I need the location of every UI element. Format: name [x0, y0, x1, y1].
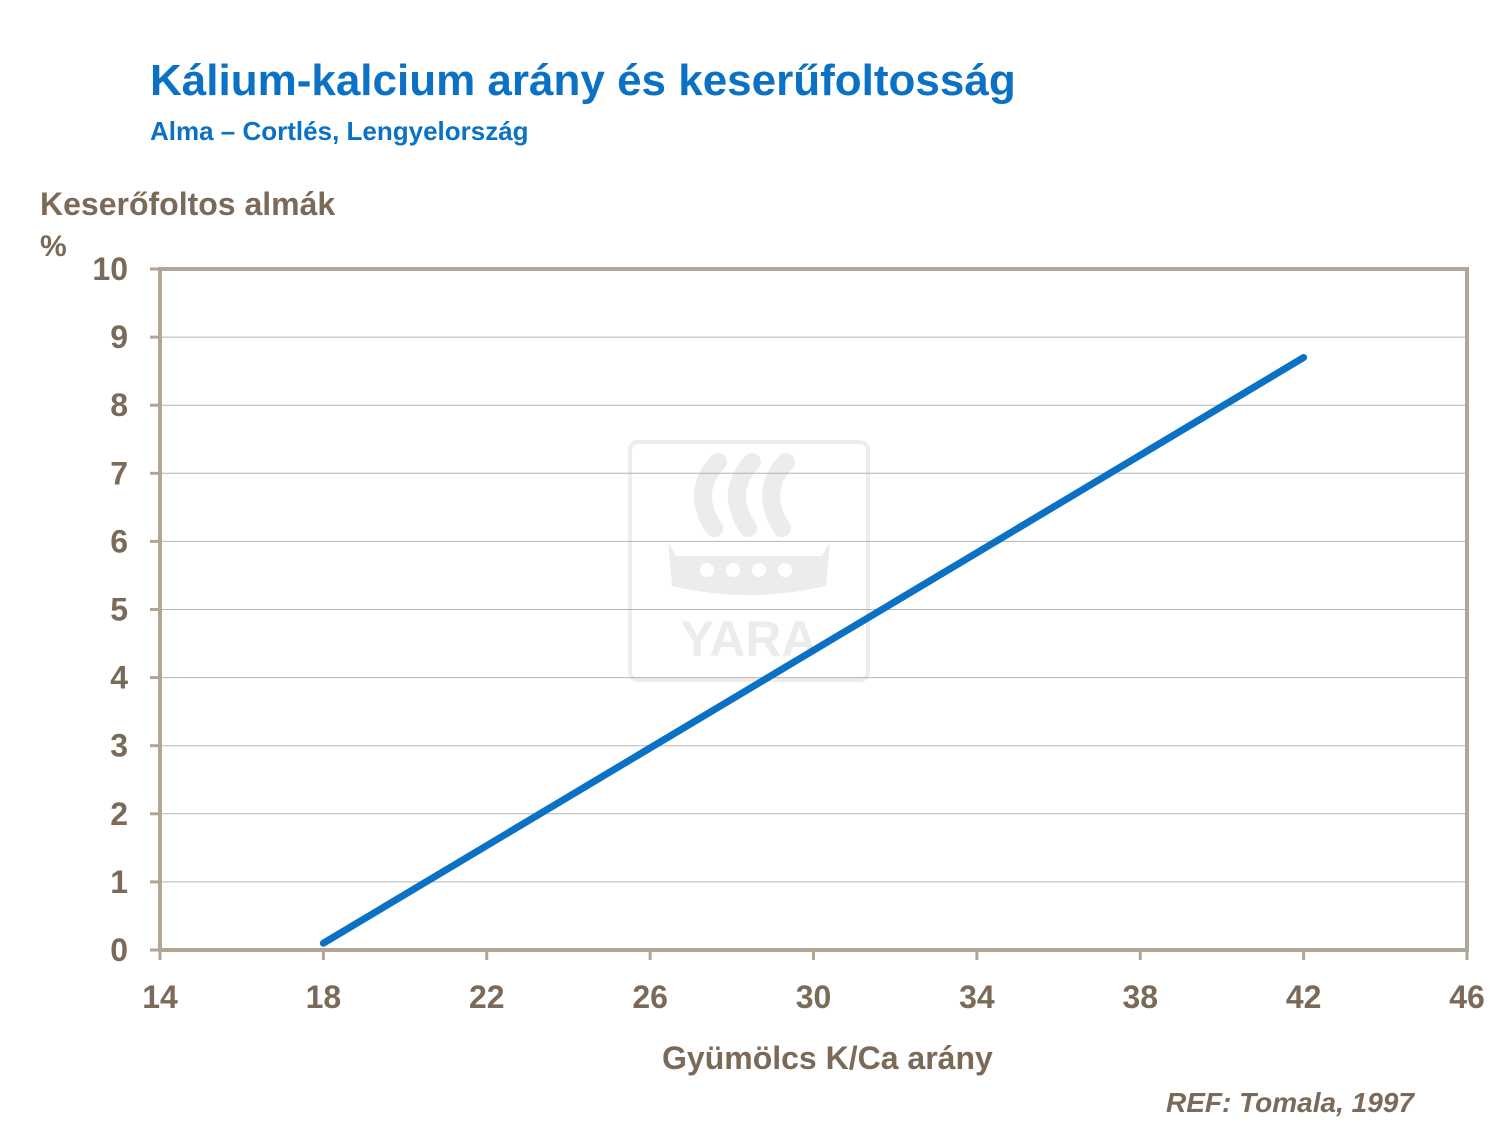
series-line-0: [319, 354, 1308, 947]
x-tick-label: 42: [1286, 979, 1322, 1015]
x-tick-label: 18: [306, 979, 342, 1015]
x-tick-label: 46: [1449, 979, 1485, 1015]
y-axis-unit: %: [40, 230, 67, 263]
x-tick-label: 14: [142, 979, 178, 1015]
y-tick-label: 0: [110, 932, 128, 968]
y-tick-label: 5: [110, 592, 128, 628]
y-tick-label: 7: [110, 455, 128, 491]
y-tick-label: 9: [110, 319, 128, 355]
x-tick-label: 38: [1122, 979, 1158, 1015]
y-tick-label: 3: [110, 728, 128, 764]
y-axis-label: Keserőfoltos almák: [40, 186, 336, 222]
x-tick-label: 30: [796, 979, 832, 1015]
x-tick-label: 22: [469, 979, 505, 1015]
y-tick-label: 8: [110, 387, 128, 423]
y-tick-label: 6: [110, 523, 128, 559]
y-tick-label: 2: [110, 796, 128, 832]
yara-logo-watermark: YARA: [628, 440, 870, 682]
x-tick-label: 26: [632, 979, 668, 1015]
grid-lines: [160, 336, 1467, 883]
x-tick-label: 34: [959, 979, 995, 1015]
y-tick-label: 10: [92, 251, 128, 287]
y-tick-label: 4: [110, 660, 128, 696]
series-layer: [319, 354, 1308, 947]
chart-title: Kálium-kalcium arány és keserűfoltosság: [150, 56, 1016, 105]
y-tick-label: 1: [110, 864, 128, 900]
x-axis-label: Gyümölcs K/Ca arány: [662, 1040, 993, 1076]
reference-note: REF: Tomala, 1997: [1166, 1087, 1414, 1118]
chart-subtitle: Alma – Cortlés, Lengyelország: [150, 116, 529, 146]
